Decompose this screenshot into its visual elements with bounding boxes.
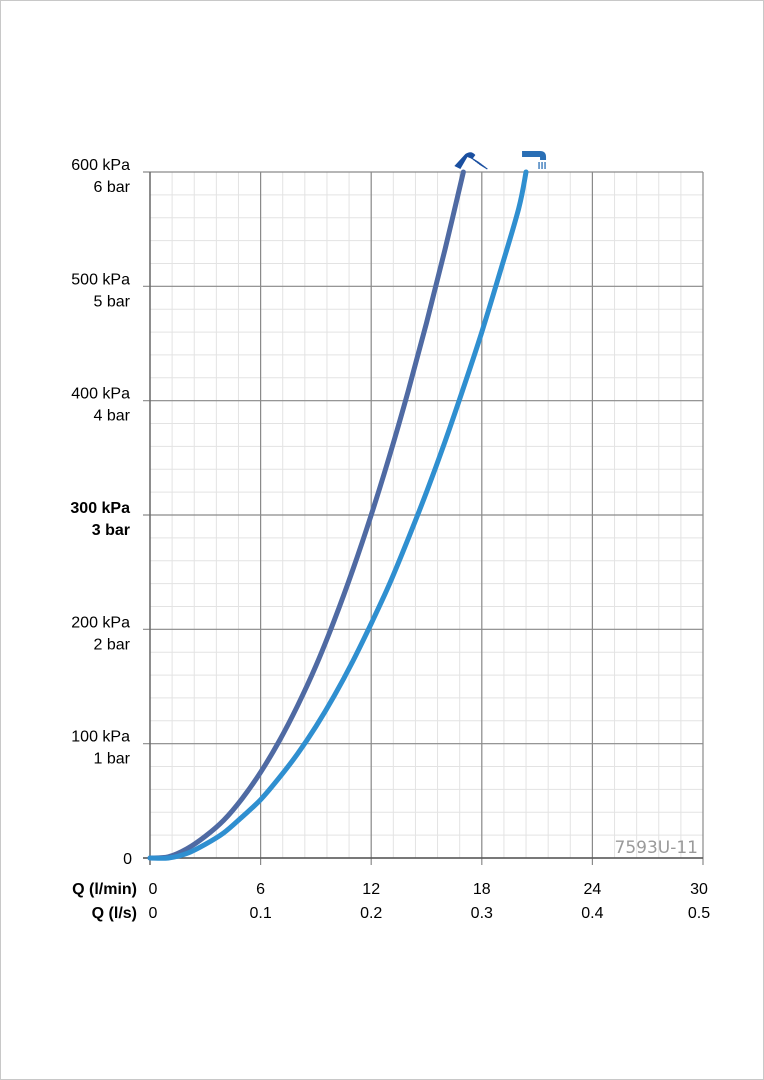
series-line-2 [147,169,529,861]
x-axis-label-l-s: Q (l/s) [92,905,137,922]
y-tick-label-kpa: 100 kPa [71,729,130,746]
x-tick-label-l-s: 0.1 [249,905,271,922]
y-tick-label-kpa: 600 kPa [71,157,130,174]
x-tick-label-l-min: 12 [362,881,380,898]
x-tick-label-l-min: 30 [690,881,708,898]
y-tick-label-bar: 5 bar [94,293,131,310]
hand-shower-icon [454,152,488,170]
bath-spout-icon [522,151,547,169]
x-tick-label-l-s: 0.4 [581,905,603,922]
x-tick-label-l-s: 0 [149,905,158,922]
x-tick-label-l-min: 18 [473,881,491,898]
x-tick-label-l-min: 6 [256,881,265,898]
x-tick-label-l-min: 0 [149,881,158,898]
y-tick-label-bar: 4 bar [94,408,131,425]
series-line-1 [147,169,466,861]
y-tick-label-bar: 2 bar [94,636,131,653]
y-tick-label-kpa: 300 kPa [70,500,130,517]
x-axis-label-l-min: Q (l/min) [72,881,137,898]
watermark-code: 7593U-11 [615,838,698,858]
y-tick-label-kpa: 200 kPa [71,614,130,631]
y-tick-label-bar: 6 bar [94,179,131,196]
x-tick-label-l-s: 0.3 [471,905,493,922]
x-tick-label-l-s: 0.5 [688,905,710,922]
y-tick-label-kpa: 500 kPa [71,271,130,288]
y-tick-label-kpa: 400 kPa [71,386,130,403]
y-tick-label-bar: 3 bar [92,522,130,539]
x-tick-label-l-s: 0.2 [360,905,382,922]
y-tick-label: 0 [123,851,132,868]
x-tick-label-l-min: 24 [584,881,602,898]
y-tick-label-bar: 1 bar [94,751,131,768]
